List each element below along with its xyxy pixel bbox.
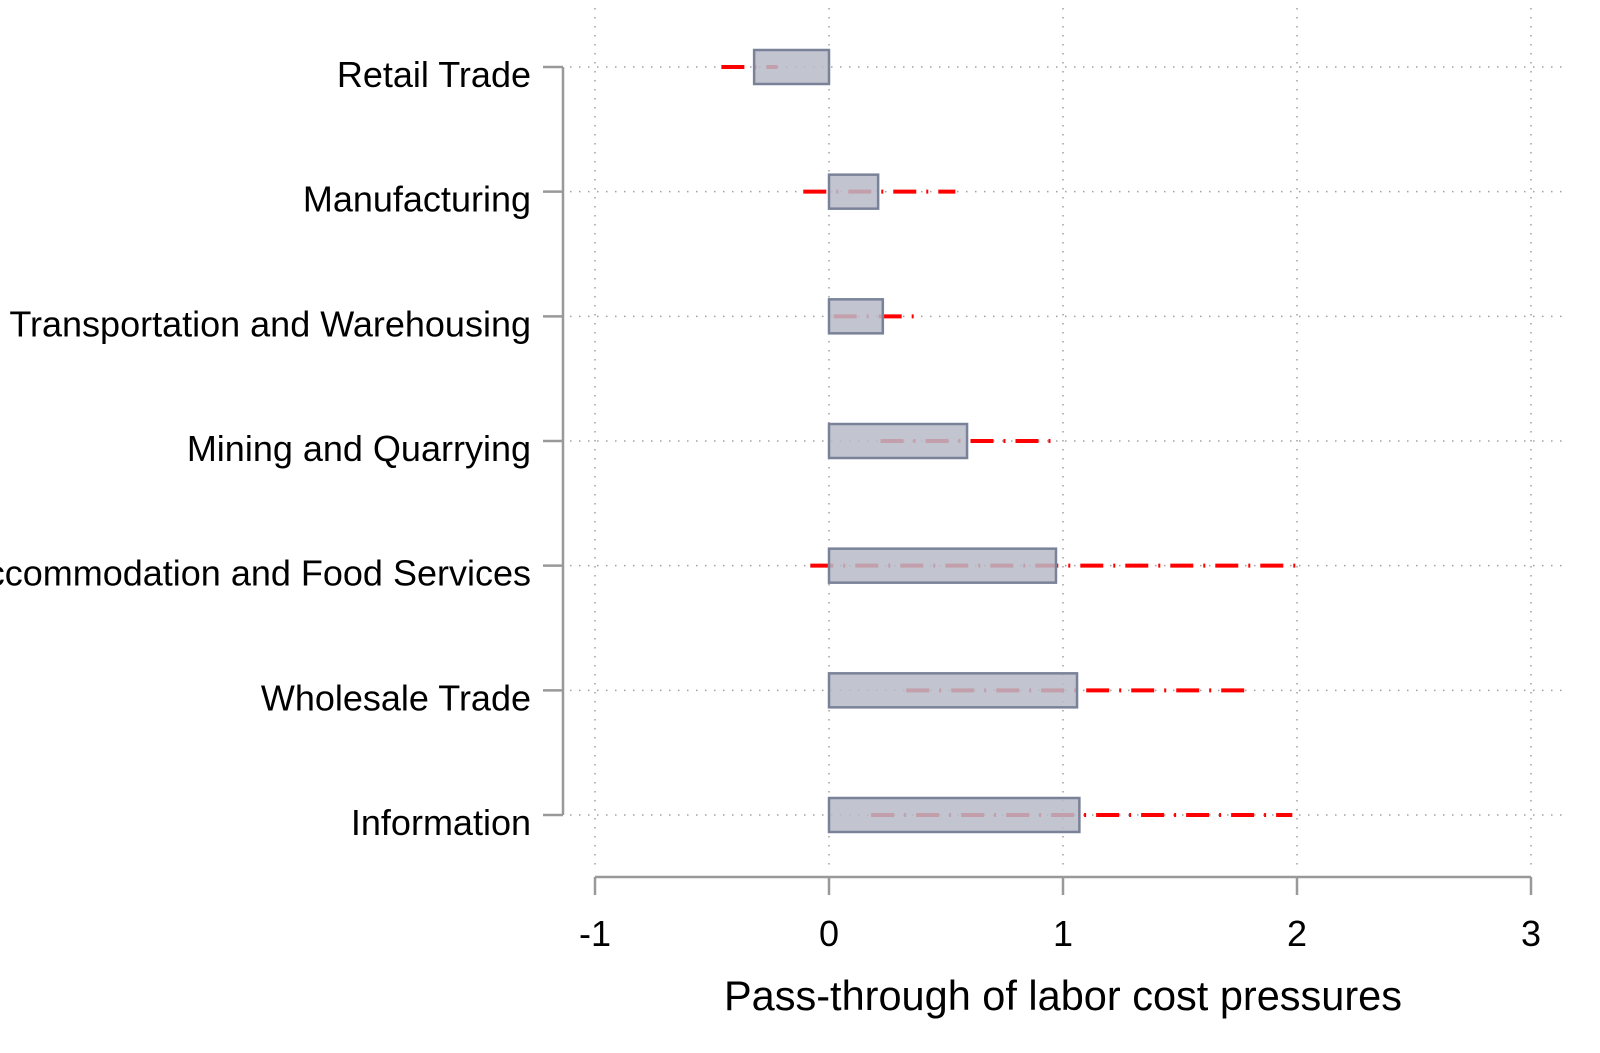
x-tick-label: 1 bbox=[1053, 913, 1073, 954]
bar bbox=[752, 48, 831, 86]
y-tick-label: Wholesale Trade bbox=[261, 677, 531, 718]
y-tick-label: Manufacturing bbox=[303, 179, 531, 220]
bar bbox=[827, 422, 969, 460]
y-tick-label: Retail Trade bbox=[337, 54, 531, 95]
x-tick-label: 3 bbox=[1521, 913, 1541, 954]
y-tick-label: Transportation and Warehousing bbox=[9, 303, 531, 344]
y-tick-label: Mining and Quarrying bbox=[187, 428, 531, 469]
x-axis: -1 0 1 2 3 bbox=[579, 875, 1541, 954]
bar bbox=[827, 796, 1081, 834]
bars bbox=[752, 48, 1081, 834]
x-axis-label: Pass-through of labor cost pressures bbox=[724, 972, 1402, 1019]
bar bbox=[827, 672, 1079, 709]
bar bbox=[827, 298, 885, 335]
x-tick-label: 2 bbox=[1287, 913, 1307, 954]
x-tick-label: -1 bbox=[579, 913, 611, 954]
y-tick-label: Accommodation and Food Services bbox=[0, 553, 531, 594]
bar bbox=[827, 173, 880, 210]
x-tick-label: 0 bbox=[819, 913, 839, 954]
bar bbox=[827, 547, 1058, 584]
y-tick-label: Information bbox=[351, 802, 531, 843]
y-axis: Retail Trade Manufacturing Transportation … bbox=[0, 54, 565, 843]
gridlines bbox=[570, 8, 1565, 870]
